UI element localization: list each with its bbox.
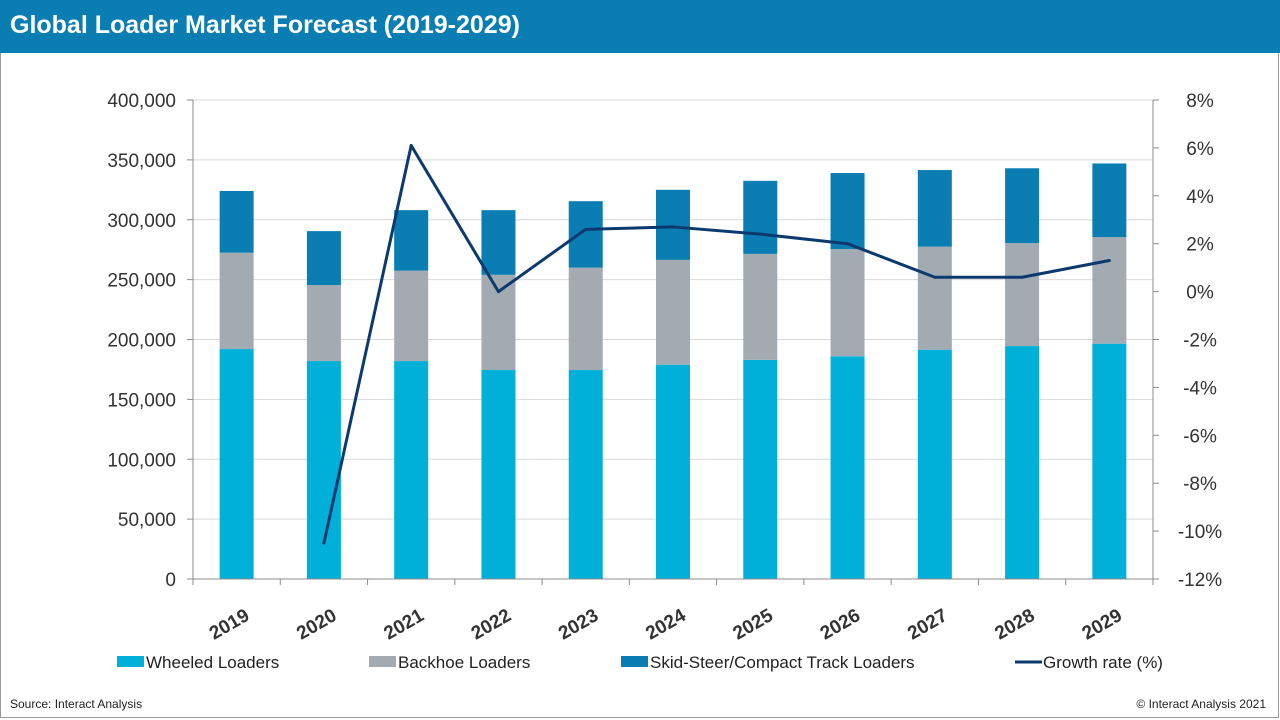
bar-wheeled-2028	[1005, 346, 1040, 579]
bar-wheeled-2021	[394, 361, 429, 579]
y-right-tick-label: 6%	[1186, 139, 1214, 160]
growth-rate-point	[933, 275, 937, 279]
bar-wheeled-2019	[219, 349, 254, 579]
y-right-tick-label: -12%	[1178, 570, 1222, 591]
x-category-label: 2021	[381, 605, 428, 645]
bar-skid-2022	[481, 210, 516, 275]
legend-swatch-wheeled	[117, 656, 144, 667]
bar-skid-2028	[1005, 168, 1040, 244]
legend-label-wheeled: Wheeled Loaders	[146, 653, 279, 672]
bar-wheeled-2022	[481, 370, 516, 579]
bar-skid-2019	[219, 191, 254, 253]
growth-rate-point	[409, 144, 413, 148]
bar-skid-2027	[917, 170, 952, 247]
legend-swatch-skid	[621, 656, 648, 667]
x-category-label: 2028	[991, 605, 1038, 644]
y-right-tick-label: -6%	[1183, 426, 1217, 447]
growth-rate-point	[584, 227, 588, 231]
x-category-label: 2020	[293, 605, 340, 644]
bar-wheeled-2025	[743, 359, 778, 579]
bar-backhoe-2020	[306, 285, 341, 362]
x-category-label: 2023	[555, 605, 602, 644]
y-left-tick-label: 400,000	[107, 91, 176, 112]
bar-backhoe-2029	[1092, 237, 1127, 344]
bar-wheeled-2020	[306, 361, 341, 579]
bar-skid-2020	[306, 231, 341, 286]
bar-wheeled-2027	[917, 349, 952, 579]
bar-skid-2026	[830, 173, 865, 250]
y-right-tick-label: -10%	[1178, 522, 1222, 543]
bar-skid-2025	[743, 180, 778, 254]
y-right-tick-label: -2%	[1183, 331, 1217, 352]
legend-label-skid: Skid-Steer/Compact Track Loaders	[650, 653, 915, 672]
y-right-tick-label: -4%	[1183, 378, 1217, 399]
x-category-label: 2027	[904, 605, 951, 644]
bar-backhoe-2021	[394, 270, 429, 362]
growth-rate-point	[846, 242, 850, 246]
growth-rate-point	[322, 541, 326, 545]
bar-skid-2023	[568, 201, 603, 268]
growth-rate-point	[758, 232, 762, 236]
bar-backhoe-2028	[1005, 243, 1040, 347]
legend-label-growth: Growth rate (%)	[1043, 653, 1163, 672]
y-right-tick-label: -8%	[1183, 474, 1217, 495]
y-left-tick-label: 350,000	[107, 151, 176, 172]
y-right-tick-label: 0%	[1186, 283, 1214, 304]
x-category-label: 2025	[730, 605, 777, 645]
legend-swatch-backhoe	[369, 656, 396, 667]
bar-skid-2024	[656, 189, 690, 260]
x-category-label: 2019	[206, 605, 253, 644]
x-category-label: 2022	[468, 605, 515, 644]
x-category-label: 2024	[642, 605, 689, 645]
copyright-note: © Interact Analysis 2021	[1136, 697, 1266, 711]
y-left-tick-label: 150,000	[107, 390, 176, 411]
bar-backhoe-2023	[568, 267, 603, 371]
bar-backhoe-2024	[656, 259, 690, 365]
growth-rate-line	[322, 144, 1110, 544]
y-left-tick-label: 250,000	[107, 271, 176, 292]
y-left-tick-label: 100,000	[107, 450, 176, 471]
bar-backhoe-2027	[917, 246, 952, 350]
bar-wheeled-2024	[656, 364, 690, 579]
bar-wheeled-2029	[1092, 343, 1127, 579]
bar-backhoe-2019	[219, 252, 254, 350]
growth-rate-point	[496, 290, 500, 294]
chart-title: Global Loader Market Forecast (2019-2029…	[10, 11, 520, 39]
y-left-tick-label: 200,000	[107, 331, 176, 352]
y-left-tick-label: 300,000	[107, 211, 176, 232]
growth-rate-point	[1107, 258, 1111, 262]
x-category-label: 2029	[1079, 605, 1126, 644]
x-category-label: 2026	[817, 605, 864, 644]
bar-backhoe-2026	[830, 249, 865, 357]
source-note: Source: Interact Analysis	[10, 697, 143, 711]
y-right-tick-label: 8%	[1186, 91, 1214, 112]
y-right-tick-label: 4%	[1186, 187, 1214, 208]
y-right-tick-label: 2%	[1186, 235, 1214, 256]
bar-wheeled-2023	[568, 370, 603, 579]
bar-backhoe-2025	[743, 253, 778, 360]
y-left-tick-label: 0	[165, 570, 176, 591]
header-bar: Global Loader Market Forecast (2019-2029…	[0, 0, 1280, 53]
legend-label-backhoe: Backhoe Loaders	[398, 653, 530, 672]
growth-rate-point	[671, 225, 675, 229]
growth-rate-point	[1020, 275, 1024, 279]
bar-skid-2021	[394, 210, 429, 271]
bar-skid-2029	[1092, 163, 1127, 238]
bar-wheeled-2026	[830, 356, 865, 579]
y-left-tick-label: 50,000	[118, 510, 176, 531]
chart-frame	[0, 53, 1279, 718]
